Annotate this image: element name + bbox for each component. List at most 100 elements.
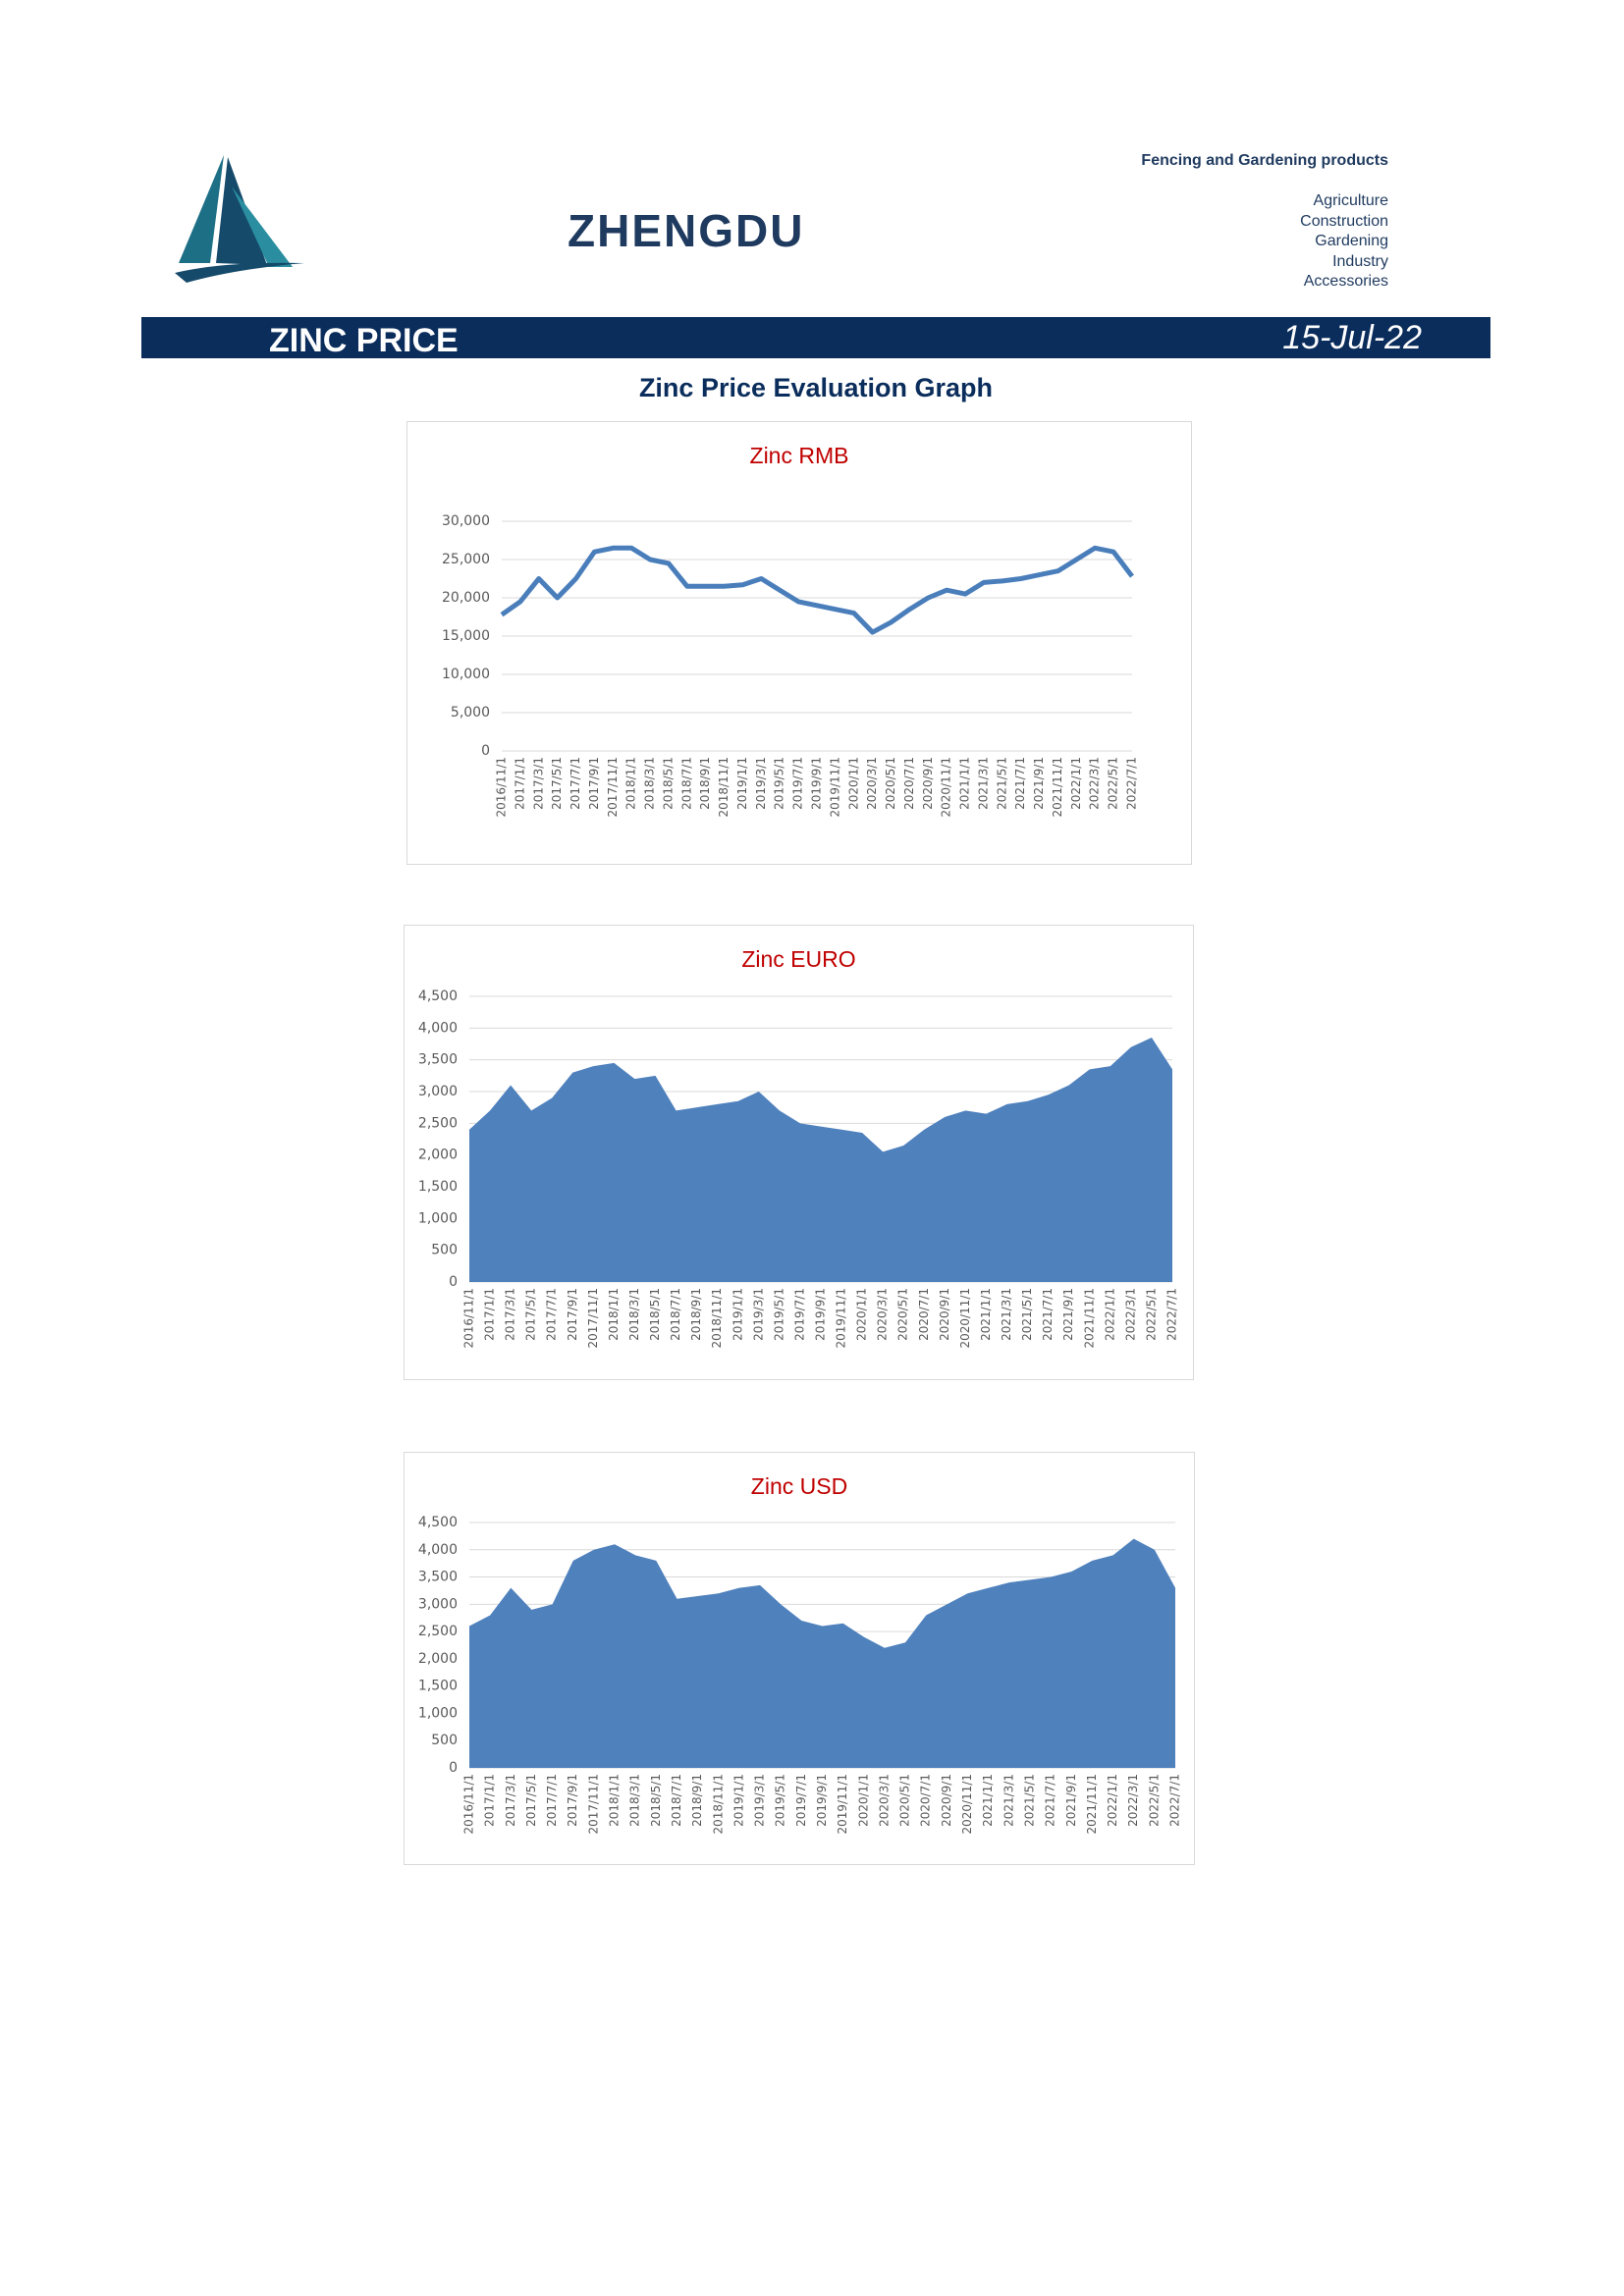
x-tick-label: 2017/1/1 bbox=[483, 1288, 497, 1341]
x-tick-label: 2019/3/1 bbox=[751, 1288, 765, 1341]
y-tick-label: 20,000 bbox=[442, 590, 490, 606]
x-tick-label: 2020/3/1 bbox=[877, 1774, 891, 1827]
x-tick-label: 2022/7/1 bbox=[1165, 1288, 1179, 1341]
x-tick-label: 2022/5/1 bbox=[1107, 757, 1120, 810]
x-tick-label: 2018/9/1 bbox=[690, 1774, 704, 1827]
x-tick-label: 2022/3/1 bbox=[1123, 1288, 1137, 1341]
x-tick-label: 2022/7/1 bbox=[1168, 1774, 1182, 1827]
x-tick-label: 2021/7/1 bbox=[1044, 1774, 1057, 1827]
y-tick-label: 0 bbox=[481, 743, 490, 759]
y-tick-label: 1,500 bbox=[418, 1179, 458, 1195]
x-tick-label: 2017/3/1 bbox=[531, 757, 545, 810]
x-tick-label: 2022/1/1 bbox=[1069, 757, 1083, 810]
x-tick-label: 2021/7/1 bbox=[1041, 1288, 1055, 1341]
x-tick-label: 2021/11/1 bbox=[1051, 757, 1064, 818]
y-tick-label: 10,000 bbox=[442, 667, 490, 682]
x-tick-label: 2022/5/1 bbox=[1144, 1288, 1158, 1341]
x-tick-label: 2021/5/1 bbox=[1020, 1288, 1034, 1341]
x-tick-label: 2018/11/1 bbox=[711, 1774, 725, 1835]
x-tick-label: 2020/3/1 bbox=[876, 1288, 890, 1341]
x-tick-label: 2019/11/1 bbox=[836, 1774, 849, 1835]
x-tick-label: 2019/11/1 bbox=[835, 1288, 848, 1349]
x-tick-label: 2019/9/1 bbox=[814, 1288, 828, 1341]
x-tick-label: 2022/7/1 bbox=[1125, 757, 1139, 810]
x-tick-label: 2019/7/1 bbox=[794, 1774, 808, 1827]
x-tick-label: 2017/7/1 bbox=[545, 1774, 559, 1827]
logo bbox=[175, 155, 304, 283]
x-tick-label: 2017/1/1 bbox=[513, 757, 526, 810]
sector: Gardening bbox=[1315, 233, 1388, 249]
brand: ZHENGDU bbox=[568, 205, 805, 256]
x-tick-label: 2020/9/1 bbox=[940, 1774, 953, 1827]
x-tick-label: 2021/3/1 bbox=[1001, 1774, 1015, 1827]
x-tick-label: 2017/1/1 bbox=[483, 1774, 497, 1827]
y-tick-label: 15,000 bbox=[442, 628, 490, 644]
x-tick-label: 2019/9/1 bbox=[815, 1774, 829, 1827]
x-tick-label: 2018/5/1 bbox=[661, 757, 675, 810]
x-tick-label: 2021/11/1 bbox=[1085, 1774, 1099, 1835]
x-tick-label: 2022/3/1 bbox=[1088, 757, 1102, 810]
tagline: Fencing and Gardening products bbox=[1141, 152, 1388, 169]
x-tick-label: 2018/7/1 bbox=[669, 1288, 682, 1341]
x-tick-label: 2018/3/1 bbox=[628, 1774, 642, 1827]
x-tick-label: 2019/5/1 bbox=[774, 1774, 787, 1827]
y-tick-label: 4,000 bbox=[418, 1020, 458, 1036]
x-tick-label: 2017/9/1 bbox=[566, 1774, 579, 1827]
x-tick-label: 2020/11/1 bbox=[940, 757, 953, 818]
x-tick-label: 2019/11/1 bbox=[828, 757, 841, 818]
chart-title: Zinc RMB bbox=[750, 443, 849, 468]
sector: Agriculture bbox=[1313, 192, 1388, 209]
x-tick-label: 2017/11/1 bbox=[586, 1774, 600, 1835]
x-tick-label: 2022/1/1 bbox=[1106, 1774, 1119, 1827]
x-tick-label: 2016/11/1 bbox=[462, 1288, 476, 1349]
y-tick-label: 2,000 bbox=[418, 1651, 458, 1667]
x-tick-label: 2021/7/1 bbox=[1013, 757, 1027, 810]
y-tick-label: 30,000 bbox=[442, 513, 490, 529]
x-tick-label: 2018/9/1 bbox=[698, 757, 712, 810]
x-tick-label: 2020/1/1 bbox=[846, 757, 860, 810]
x-tick-label: 2022/1/1 bbox=[1103, 1288, 1116, 1341]
y-tick-label: 4,500 bbox=[418, 988, 458, 1004]
x-tick-label: 2021/1/1 bbox=[979, 1288, 993, 1341]
x-tick-label: 2017/3/1 bbox=[504, 1288, 517, 1341]
x-tick-label: 2021/1/1 bbox=[958, 757, 972, 810]
chart: Zinc USD 0 500 1,000 1,500 2,000 2,500 3,000 3,5… bbox=[404, 1452, 1195, 1865]
x-tick-label: 2019/5/1 bbox=[772, 1288, 785, 1341]
x-tick-label: 2020/5/1 bbox=[896, 1288, 910, 1341]
x-tick-label: 2022/5/1 bbox=[1147, 1774, 1161, 1827]
x-tick-label: 2018/5/1 bbox=[649, 1774, 663, 1827]
x-tick-label: 2018/1/1 bbox=[608, 1774, 622, 1827]
x-tick-label: 2017/11/1 bbox=[606, 757, 620, 818]
chart-title: Zinc EURO bbox=[741, 946, 855, 972]
x-tick-label: 2017/7/1 bbox=[568, 757, 582, 810]
banner: ZINC PRICE 15-Jul-22 bbox=[141, 317, 1490, 359]
x-tick-label: 2020/11/1 bbox=[958, 1288, 972, 1349]
x-tick-label: 2017/3/1 bbox=[504, 1774, 517, 1827]
x-tick-label: 2017/5/1 bbox=[524, 1288, 538, 1341]
price-line bbox=[500, 545, 1134, 635]
y-tick-label: 4,500 bbox=[418, 1515, 458, 1530]
y-tick-label: 500 bbox=[431, 1243, 458, 1258]
x-tick-label: 2019/9/1 bbox=[810, 757, 824, 810]
x-tick-label: 2017/9/1 bbox=[566, 1288, 579, 1341]
x-tick-label: 2018/11/1 bbox=[710, 1288, 724, 1349]
y-tick-label: 3,500 bbox=[418, 1052, 458, 1068]
x-tick-label: 2022/3/1 bbox=[1126, 1774, 1140, 1827]
x-tick-label: 2021/5/1 bbox=[1022, 1774, 1036, 1827]
y-tick-label: 2,000 bbox=[418, 1148, 458, 1163]
x-tick-label: 2018/5/1 bbox=[648, 1288, 662, 1341]
price-area bbox=[469, 1538, 1175, 1768]
y-tick-label: 3,000 bbox=[418, 1084, 458, 1099]
banner-date: 15-Jul-22 bbox=[1282, 319, 1422, 356]
y-tick-label: 5,000 bbox=[451, 705, 490, 721]
x-tick-label: 2020/11/1 bbox=[960, 1774, 974, 1835]
x-tick-label: 2020/1/1 bbox=[856, 1774, 870, 1827]
x-tick-label: 2019/3/1 bbox=[753, 1774, 767, 1827]
x-tick-label: 2019/5/1 bbox=[773, 757, 786, 810]
x-tick-label: 2019/3/1 bbox=[754, 757, 768, 810]
x-tick-label: 2017/9/1 bbox=[587, 757, 601, 810]
x-tick-label: 2018/1/1 bbox=[624, 757, 638, 810]
sector-list: Agriculture Construction Gardening Indus… bbox=[1300, 191, 1388, 293]
banner-title: ZINC PRICE bbox=[269, 322, 459, 359]
x-tick-label: 2019/1/1 bbox=[735, 757, 749, 810]
